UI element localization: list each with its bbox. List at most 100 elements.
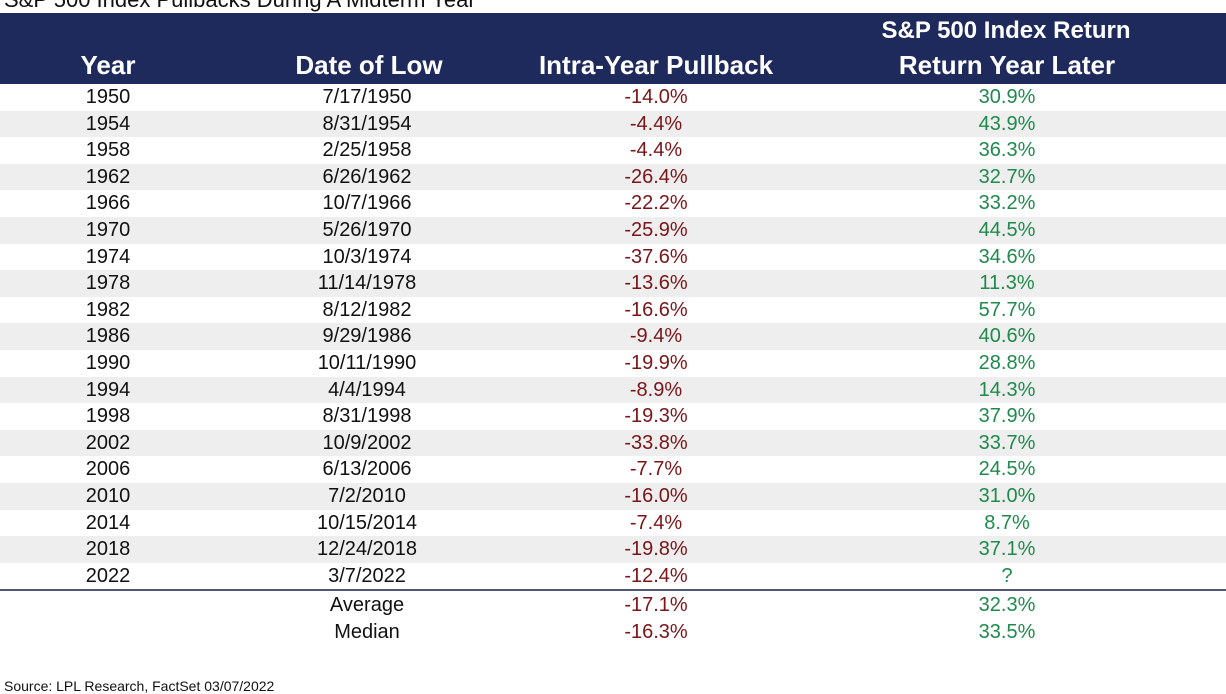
cell-date-of-low: 5/26/1970 [322,218,412,241]
cell-date-of-low: 6/26/1962 [322,165,412,188]
summary-pullback: -17.1% [624,594,688,616]
cell-intra-year-pullback: -14.0% [624,86,688,108]
cell-date-of-low: 7/17/1950 [322,86,412,108]
cell-return-year-later: 40.6% [978,325,1036,348]
cell-return-year-later: 44.5% [978,218,1036,241]
column-header-date-of-low: Date of Low [295,50,443,80]
cell-intra-year-pullback: -7.7% [629,458,683,481]
cell-date-of-low: 8/31/1998 [322,405,412,428]
table-row: 2014 10/15/2014 -7.4% 8.7% [0,510,1226,537]
cell-year: 1962 [85,165,131,188]
cell-year: 1994 [85,378,131,401]
table-row: 2006 6/13/2006 -7.7% 24.5% [0,456,1226,483]
cell-return-year-later: 28.8% [978,351,1036,374]
cell-intra-year-pullback: -9.4% [629,325,683,348]
summary-row: Average -17.1% 32.3% [0,592,1226,619]
cell-year: 1970 [85,218,131,241]
table-row: 1962 6/26/1962 -26.4% 32.7% [0,163,1226,191]
cell-return-year-later: 11.3% [979,272,1035,295]
table-body: 1950 7/17/1950 -14.0% 30.9% 1954 8/31/1954 -4.… [0,84,1226,589]
cell-year: 1950 [85,86,131,108]
cell-return-year-later: 32.7% [978,165,1036,188]
cell-date-of-low: 10/9/2002 [322,431,412,454]
column-header-intra-year-pullback: Intra-Year Pullback [538,50,774,80]
table-header: S&P 500 Index Return Year Date of Low In… [0,13,1226,84]
cell-year: 1966 [85,192,131,215]
cell-intra-year-pullback: -19.9% [624,351,688,374]
summary-rows: Average -17.1% 32.3% Median -16.3% 33.5% [0,592,1226,646]
cell-return-year-later: 36.3% [978,139,1036,162]
cell-date-of-low: 10/15/2014 [316,511,418,534]
table-row: 1966 10/7/1966 -22.2% 33.2% [0,190,1226,217]
cell-year: 2022 [85,564,131,587]
cell-return-year-later: 24.5% [978,458,1036,481]
cell-year: 1986 [85,325,131,348]
cell-year: 2014 [85,511,131,534]
column-header-return-year-later: Return Year Later [898,50,1116,80]
table-row: 1950 7/17/1950 -14.0% 30.9% [0,84,1226,111]
cell-intra-year-pullback: -22.2% [624,192,688,215]
cell-date-of-low: 2/25/1958 [322,139,412,162]
cell-return-year-later: 14.3% [978,378,1036,401]
group-header-sp500-return: S&P 500 Index Return [881,17,1131,44]
cell-intra-year-pullback: -13.6% [624,272,688,295]
cell-intra-year-pullback: -33.8% [624,431,688,454]
cell-year: 1998 [85,405,131,428]
summary-return: 32.3% [978,594,1036,616]
summary-label: Average [329,594,405,616]
summary-return: 33.5% [978,621,1036,643]
source-note: Source: LPL Research, FactSet 03/07/2022 [4,678,275,694]
cell-intra-year-pullback: -4.4% [629,112,683,135]
cell-return-year-later: 33.7% [978,431,1036,454]
cell-date-of-low: 6/13/2006 [322,458,412,481]
cell-intra-year-pullback: -12.4% [624,564,688,587]
cell-intra-year-pullback: -16.0% [624,484,688,507]
cell-intra-year-pullback: -26.4% [624,165,688,188]
column-header-year: Year [80,50,136,80]
summary-divider [0,589,1226,591]
table-row: 1974 10/3/1974 -37.6% 34.6% [0,244,1226,271]
table-row: 1998 8/31/1998 -19.3% 37.9% [0,403,1226,430]
cell-year: 1990 [85,351,131,374]
cell-return-year-later: 33.2% [978,192,1036,215]
cell-date-of-low: 11/14/1978 [317,272,417,295]
table-row: 1982 8/12/1982 -16.6% 57.7% [0,297,1226,324]
cell-return-year-later: ? [1001,564,1013,587]
table-row: 1978 11/14/1978 -13.6% 11.3% [0,270,1226,297]
cell-date-of-low: 10/7/1966 [322,192,412,215]
cell-year: 1954 [85,112,131,135]
cell-date-of-low: 3/7/2022 [328,564,406,587]
table-row: 1990 10/11/1990 -19.9% 28.8% [0,350,1226,377]
cell-intra-year-pullback: -37.6% [624,245,688,268]
cell-date-of-low: 10/3/1974 [322,245,412,268]
cell-intra-year-pullback: -19.3% [624,405,688,428]
cell-year: 1958 [85,139,131,162]
cell-return-year-later: 37.1% [978,538,1036,561]
cell-date-of-low: 9/29/1986 [322,325,412,348]
table-row: 1986 9/29/1986 -9.4% 40.6% [0,323,1226,350]
table-row: 1994 4/4/1994 -8.9% 14.3% [0,376,1226,404]
cell-year: 1978 [85,272,131,295]
chart-title: S&P 500 Index Pullbacks During A Midterm… [4,0,476,12]
cell-year: 2018 [85,538,131,561]
table-row: 1970 5/26/1970 -25.9% 44.5% [0,216,1226,244]
cell-year: 2002 [85,431,131,454]
cell-intra-year-pullback: -25.9% [624,218,688,241]
cell-intra-year-pullback: -8.9% [629,378,683,401]
cell-intra-year-pullback: -7.4% [629,511,683,534]
cell-intra-year-pullback: -4.4% [629,139,683,162]
cell-return-year-later: 31.0% [978,484,1036,507]
table-row: 2002 10/9/2002 -33.8% 33.7% [0,429,1226,457]
table-row: 1958 2/25/1958 -4.4% 36.3% [0,137,1226,164]
cell-return-year-later: 43.9% [978,112,1036,135]
cell-year: 2006 [85,458,131,481]
cell-year: 1982 [85,298,131,321]
table-row: 2022 3/7/2022 -12.4%? [0,563,1226,590]
cell-intra-year-pullback: -19.8% [624,538,688,561]
cell-intra-year-pullback: -16.6% [624,298,688,321]
cell-return-year-later: 34.6% [978,245,1036,268]
cell-year: 1974 [85,245,131,268]
cell-return-year-later: 8.7% [984,511,1030,534]
cell-date-of-low: 10/11/1990 [317,351,417,374]
summary-row: Median -16.3% 33.5% [0,619,1226,646]
